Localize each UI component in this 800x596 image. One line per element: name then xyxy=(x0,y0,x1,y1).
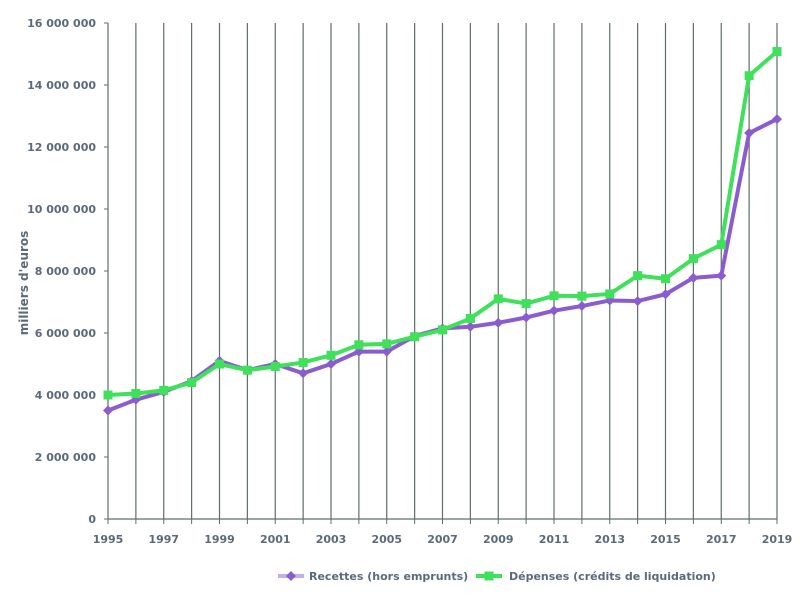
data-point xyxy=(298,357,308,367)
y-tick-label: 10 000 000 xyxy=(27,203,96,216)
data-point xyxy=(103,405,113,416)
x-tick-label: 1999 xyxy=(204,533,235,546)
y-tick-label: 2 000 000 xyxy=(35,451,97,464)
data-point xyxy=(187,378,197,388)
x-tick-label: 2015 xyxy=(650,533,681,546)
data-point xyxy=(242,365,252,375)
y-tick-label: 12 000 000 xyxy=(27,141,96,154)
legend-swatch-marker xyxy=(484,571,494,581)
data-point xyxy=(549,291,559,301)
y-tick-label: 4 000 000 xyxy=(35,389,97,402)
data-point xyxy=(438,325,447,335)
legend-swatch-marker xyxy=(286,571,296,581)
data-point xyxy=(521,312,532,323)
legend-item-1: Recettes (hors emprunts) xyxy=(278,570,468,583)
data-point xyxy=(381,346,392,357)
x-tick-label: 2009 xyxy=(483,533,514,546)
y-tick-label: 0 xyxy=(88,513,96,526)
y-tick-label: 6 000 000 xyxy=(35,327,97,340)
data-point xyxy=(716,240,726,250)
x-tick-label: 2001 xyxy=(260,533,291,546)
legend-label: Recettes (hors emprunts) xyxy=(309,570,468,583)
data-point xyxy=(772,114,782,125)
y-tick-label: 14 000 000 xyxy=(27,79,96,92)
y-tick-label: 16 000 000 xyxy=(27,17,96,30)
data-point xyxy=(493,317,504,328)
data-point xyxy=(103,390,113,400)
series-layer xyxy=(103,47,782,416)
y-axis-label: milliers d'euros xyxy=(17,231,31,336)
data-point xyxy=(772,47,782,57)
data-point xyxy=(298,368,309,379)
data-point xyxy=(521,299,531,309)
legend-item-2: Dépenses (crédits de liquidation) xyxy=(476,570,716,583)
data-point xyxy=(605,289,615,299)
data-point xyxy=(661,274,670,284)
data-point xyxy=(688,272,699,283)
data-point xyxy=(270,361,280,371)
data-point xyxy=(576,301,587,312)
x-tick-label: 2011 xyxy=(539,533,570,546)
data-point xyxy=(493,294,503,304)
data-point xyxy=(131,388,141,398)
data-point xyxy=(549,305,559,316)
x-tick-label: 2019 xyxy=(762,533,793,546)
x-tick-label: 1997 xyxy=(148,533,179,546)
data-point xyxy=(465,313,475,323)
x-tick-label: 1995 xyxy=(93,533,124,546)
x-tick-labels: 1995 1997 1999 2001 2003 2005 2007 2009 2011 2013… xyxy=(93,533,793,546)
legend: Recettes (hors emprunts) Dépenses (crédit… xyxy=(278,570,716,583)
data-point xyxy=(716,270,727,281)
data-point xyxy=(465,321,476,332)
x-tick-label: 2005 xyxy=(371,533,402,546)
legend-label: Dépenses (crédits de liquidation) xyxy=(509,570,716,583)
vertical-gridlines xyxy=(107,23,778,519)
data-point xyxy=(326,350,336,360)
data-point xyxy=(660,289,671,300)
data-point xyxy=(354,340,364,350)
axes xyxy=(104,22,778,524)
data-point xyxy=(215,359,224,369)
y-tick-label: 8 000 000 xyxy=(35,265,97,278)
x-tick-label: 2017 xyxy=(706,533,737,546)
data-point xyxy=(633,271,643,281)
x-tick-label: 2003 xyxy=(316,533,347,546)
data-point xyxy=(159,385,169,395)
y-tick-labels: 0 2 000 000 4 000 000 6 000 000 8 000 000 10 … xyxy=(27,17,96,526)
series-2 xyxy=(103,47,782,400)
data-point xyxy=(632,296,643,307)
data-point xyxy=(326,359,336,369)
data-point xyxy=(382,339,392,349)
data-point xyxy=(744,71,754,81)
x-tick-label: 2007 xyxy=(427,533,458,546)
data-point xyxy=(744,128,755,139)
x-tick-label: 2013 xyxy=(594,533,625,546)
data-point xyxy=(688,254,698,264)
data-point xyxy=(410,332,420,342)
data-point xyxy=(577,291,587,301)
